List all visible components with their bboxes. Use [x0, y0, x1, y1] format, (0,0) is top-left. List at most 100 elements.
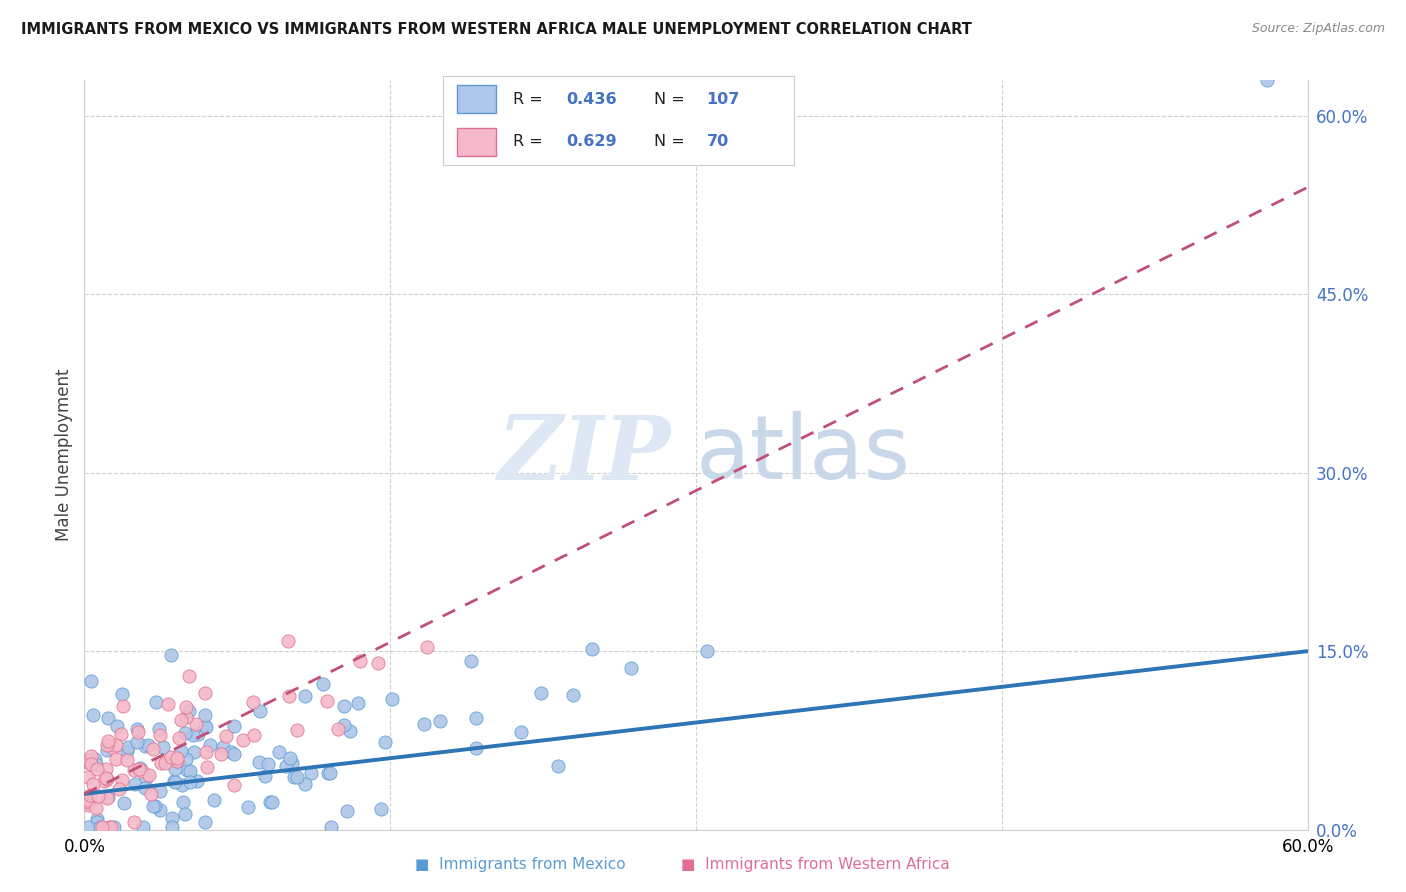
Point [160, 811, 183, 825]
Point [166, 751, 188, 765]
Point [413, 716, 436, 731]
Point [122, 764, 145, 778]
Point [336, 804, 359, 818]
Point [145, 695, 167, 709]
Point [128, 762, 150, 776]
Point [194, 721, 217, 735]
Point [294, 777, 316, 791]
Point [163, 775, 186, 789]
Point [547, 758, 569, 772]
Point [90, 820, 112, 834]
Point [170, 744, 193, 758]
Point [186, 716, 208, 731]
Point [134, 739, 156, 753]
Point [139, 787, 162, 801]
Point [187, 726, 209, 740]
Point [194, 719, 217, 733]
Point [202, 792, 225, 806]
Point [86, 815, 108, 830]
Point [115, 753, 138, 767]
Point [131, 820, 153, 834]
Point [316, 694, 339, 708]
Point [93, 774, 115, 789]
Text: ■  Immigrants from Western Africa: ■ Immigrants from Western Africa [681, 857, 950, 872]
Point [696, 644, 718, 658]
Point [312, 677, 335, 691]
Point [79, 789, 101, 803]
Point [103, 741, 125, 756]
Point [174, 725, 197, 739]
Text: 107: 107 [706, 92, 740, 106]
Point [87, 789, 110, 803]
Point [97, 734, 120, 748]
Point [142, 799, 165, 814]
Point [1256, 73, 1278, 87]
Point [97, 711, 120, 725]
Point [135, 771, 157, 785]
Point [280, 750, 302, 764]
Point [267, 745, 290, 759]
Text: ■  Immigrants from Mexico: ■ Immigrants from Mexico [415, 857, 626, 872]
Point [465, 740, 488, 755]
Text: 70: 70 [706, 135, 728, 149]
Point [562, 688, 585, 702]
Point [98, 820, 121, 834]
Point [149, 756, 172, 770]
Point [138, 768, 160, 782]
Point [79, 756, 101, 771]
Point [77, 795, 100, 809]
Point [581, 642, 603, 657]
Point [232, 732, 254, 747]
Point [274, 759, 297, 773]
Text: IMMIGRANTS FROM MEXICO VS IMMIGRANTS FROM WESTERN AFRICA MALE UNEMPLOYMENT CORRE: IMMIGRANTS FROM MEXICO VS IMMIGRANTS FRO… [21, 22, 972, 37]
Point [260, 795, 283, 809]
Point [77, 770, 100, 784]
Text: R =: R = [513, 135, 543, 149]
Text: atlas: atlas [696, 411, 911, 499]
Point [127, 735, 149, 749]
Point [249, 705, 271, 719]
Point [238, 800, 260, 814]
Point [530, 686, 553, 700]
Point [80, 748, 103, 763]
Point [285, 770, 308, 784]
Point [166, 754, 188, 768]
Point [165, 762, 187, 776]
Point [124, 815, 146, 830]
Text: 0.436: 0.436 [565, 92, 617, 106]
Point [77, 792, 100, 806]
Point [97, 820, 120, 834]
Point [80, 674, 103, 689]
Point [86, 813, 108, 827]
Point [194, 815, 217, 830]
Point [215, 729, 238, 743]
Point [183, 746, 205, 760]
Point [174, 710, 197, 724]
Point [321, 820, 343, 834]
Point [172, 778, 194, 792]
Point [209, 747, 232, 761]
Point [285, 723, 308, 737]
Point [222, 747, 245, 761]
Point [136, 739, 159, 753]
Text: ZIP: ZIP [498, 412, 672, 498]
Point [82, 777, 104, 791]
Point [620, 660, 643, 674]
Point [77, 794, 100, 808]
Point [86, 762, 108, 776]
Point [112, 796, 135, 810]
Point [100, 820, 122, 834]
Point [339, 724, 361, 739]
Text: N =: N = [654, 92, 685, 106]
Point [222, 778, 245, 792]
Point [346, 696, 368, 710]
Point [79, 792, 101, 806]
Point [163, 773, 186, 788]
Point [77, 797, 100, 812]
Y-axis label: Male Unemployment: Male Unemployment [55, 368, 73, 541]
Point [176, 764, 198, 778]
Point [110, 727, 132, 741]
Point [212, 739, 235, 754]
Point [374, 735, 396, 749]
Point [115, 744, 138, 758]
